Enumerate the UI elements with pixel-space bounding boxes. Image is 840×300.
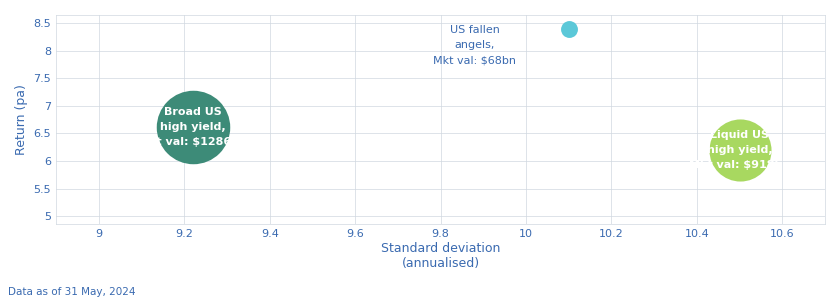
Point xyxy=(562,26,575,31)
Text: US fallen
angels,
Mkt val: $68bn: US fallen angels, Mkt val: $68bn xyxy=(433,26,517,65)
X-axis label: Standard deviation
(annualised): Standard deviation (annualised) xyxy=(381,242,501,270)
Text: Liquid US
high yield,
Mkt val: $918bn: Liquid US high yield, Mkt val: $918bn xyxy=(689,130,790,170)
Text: Data as of 31 May, 2024: Data as of 31 May, 2024 xyxy=(8,287,136,297)
Point xyxy=(186,124,200,129)
Y-axis label: Return (pa): Return (pa) xyxy=(15,84,28,155)
Text: Broad US
high yield,
Mkt val: $1286bn: Broad US high yield, Mkt val: $1286bn xyxy=(139,107,247,147)
Point xyxy=(732,148,746,152)
